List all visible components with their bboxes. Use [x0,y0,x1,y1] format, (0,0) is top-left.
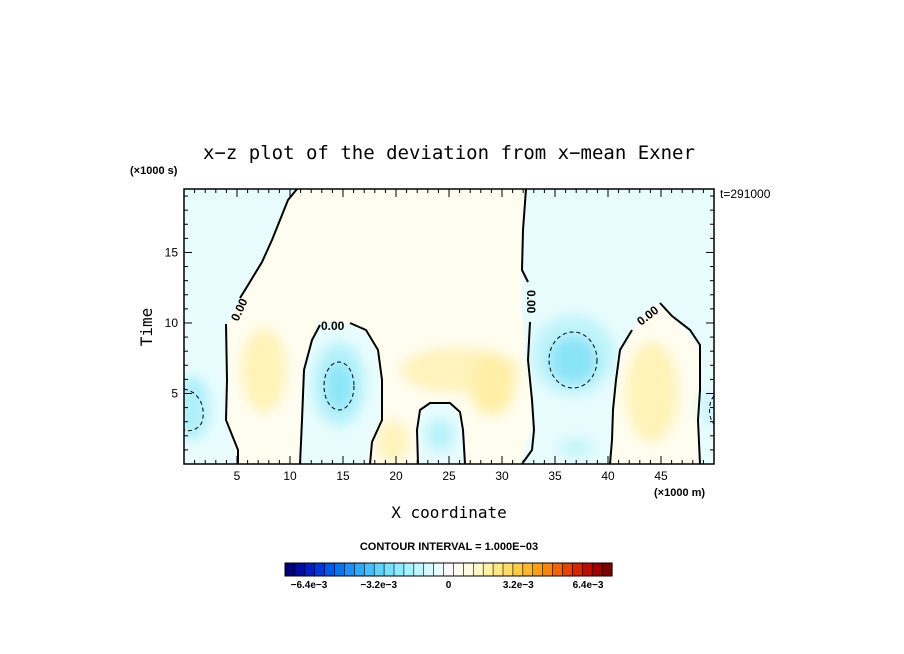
zero-contour-15km [299,322,383,464]
positive-blob-20km [377,420,409,464]
zero-label-32km: 0.00 [524,290,538,314]
colorbar-swatch [344,562,355,577]
colorbar-swatch [413,562,425,577]
colorbar-swatch [363,562,375,577]
positive-blob-29km [470,355,514,415]
colorbar-tick-label: 0 [446,580,452,591]
x-tick-label: 40 [601,469,615,483]
colorbar-tick-label: 3.2e−3 [503,580,534,591]
colorbar-frame [284,562,613,577]
colorbar-swatch [403,562,415,577]
colorbar-swatch [472,562,484,577]
chart-title: x−z plot of the deviation from x−mean Ex… [203,142,695,164]
colorbar-swatch [492,562,504,577]
x-tick-labels: 5 10 15 20 25 30 35 40 45 [234,469,668,483]
colorbar-swatch [482,562,494,577]
colorbar-swatch [304,562,316,577]
colorbar-swatch [532,562,544,577]
x-tick-label: 15 [336,469,350,483]
colorbar-swatch [591,562,603,577]
neg-contour-37km [548,331,598,389]
negative-contours [184,331,714,432]
colorbar-swatch [552,562,564,577]
y-tick-label: 5 [171,386,178,400]
colorbar-swatch [522,562,534,577]
zero-label-15km: 0.00 [321,319,345,333]
colorbar-swatch [453,562,464,577]
colorbar-tick-label: 6.4e−3 [573,580,604,591]
colorbar-swatch [373,562,385,577]
x-tick-label: 35 [548,469,562,483]
colorbar-swatch [334,562,346,577]
colorbar-swatch [581,562,593,577]
colorbar-labels: −6.4e−3 −3.2e−3 0 3.2e−3 6.4e−3 [291,580,604,591]
negative-blob-37km-core [549,336,597,384]
axis-ticks [184,189,714,464]
x-tick-label: 10 [283,469,297,483]
y-unit-label: (×1000 s) [130,165,178,177]
positive-blob-8km [242,328,286,412]
colorbar-swatch [542,562,554,577]
neg-contour-50km [709,395,714,425]
negative-blob-1km [184,376,210,440]
colorbar-swatch [423,562,435,577]
x-tick-label: 30 [495,469,509,483]
x-tick-label: 5 [234,469,241,483]
colorbar-swatch [383,562,395,577]
colorbar-swatch [463,562,474,577]
y-tick-label: 15 [165,245,179,259]
colorbar-swatch [443,562,455,577]
contour-interval-text: CONTOUR INTERVAL = 1.000E−03 [360,541,538,553]
y-tick-label: 10 [165,316,179,330]
colorbar-swatch [502,562,514,577]
x-axis-label: X coordinate [391,503,507,522]
plot-fill: 0.00 0.00 0.00 0.00 [184,189,714,464]
time-annotation: t=291000 [720,187,771,201]
colorbar-tick-label: −6.4e−3 [291,580,328,591]
colorbar-swatch [562,562,573,577]
negative-blob-15km-core [325,362,353,410]
negative-blob-24km [426,419,454,451]
x-tick-label: 45 [654,469,668,483]
colorbar-swatch [294,562,306,577]
y-tick-labels: 5 10 15 [165,245,179,400]
positive-blob-44km [626,342,678,442]
x-unit-label: (×1000 m) [654,487,705,499]
colorbar-swatch [284,562,296,577]
colorbar-swatch [433,562,445,577]
zero-contour-left [224,189,298,464]
negative-blob-37km-low [558,438,594,458]
colorbar-swatch [324,562,336,577]
y-axis-label: Time [137,308,156,347]
colorbar-swatch [393,562,405,577]
neg-contour-1km [184,388,204,432]
colorbar-swatch [354,562,365,577]
x-tick-label: 25 [442,469,456,483]
zero-contour-32km [520,189,536,464]
zero-contour-24km [415,402,466,464]
colorbar-swatch [314,562,326,577]
neg-contour-15km [323,361,355,411]
zero-contour-44km [609,302,701,464]
shading-blobs [184,315,714,464]
colorbar-swatch [601,562,613,577]
colorbar-swatch [572,562,583,577]
colorbar-tick-label: −3.2e−3 [360,580,397,591]
x-tick-label: 20 [389,469,403,483]
zero-contours [224,189,701,464]
colorbar-swatch [512,562,524,577]
colorbar [284,562,613,577]
